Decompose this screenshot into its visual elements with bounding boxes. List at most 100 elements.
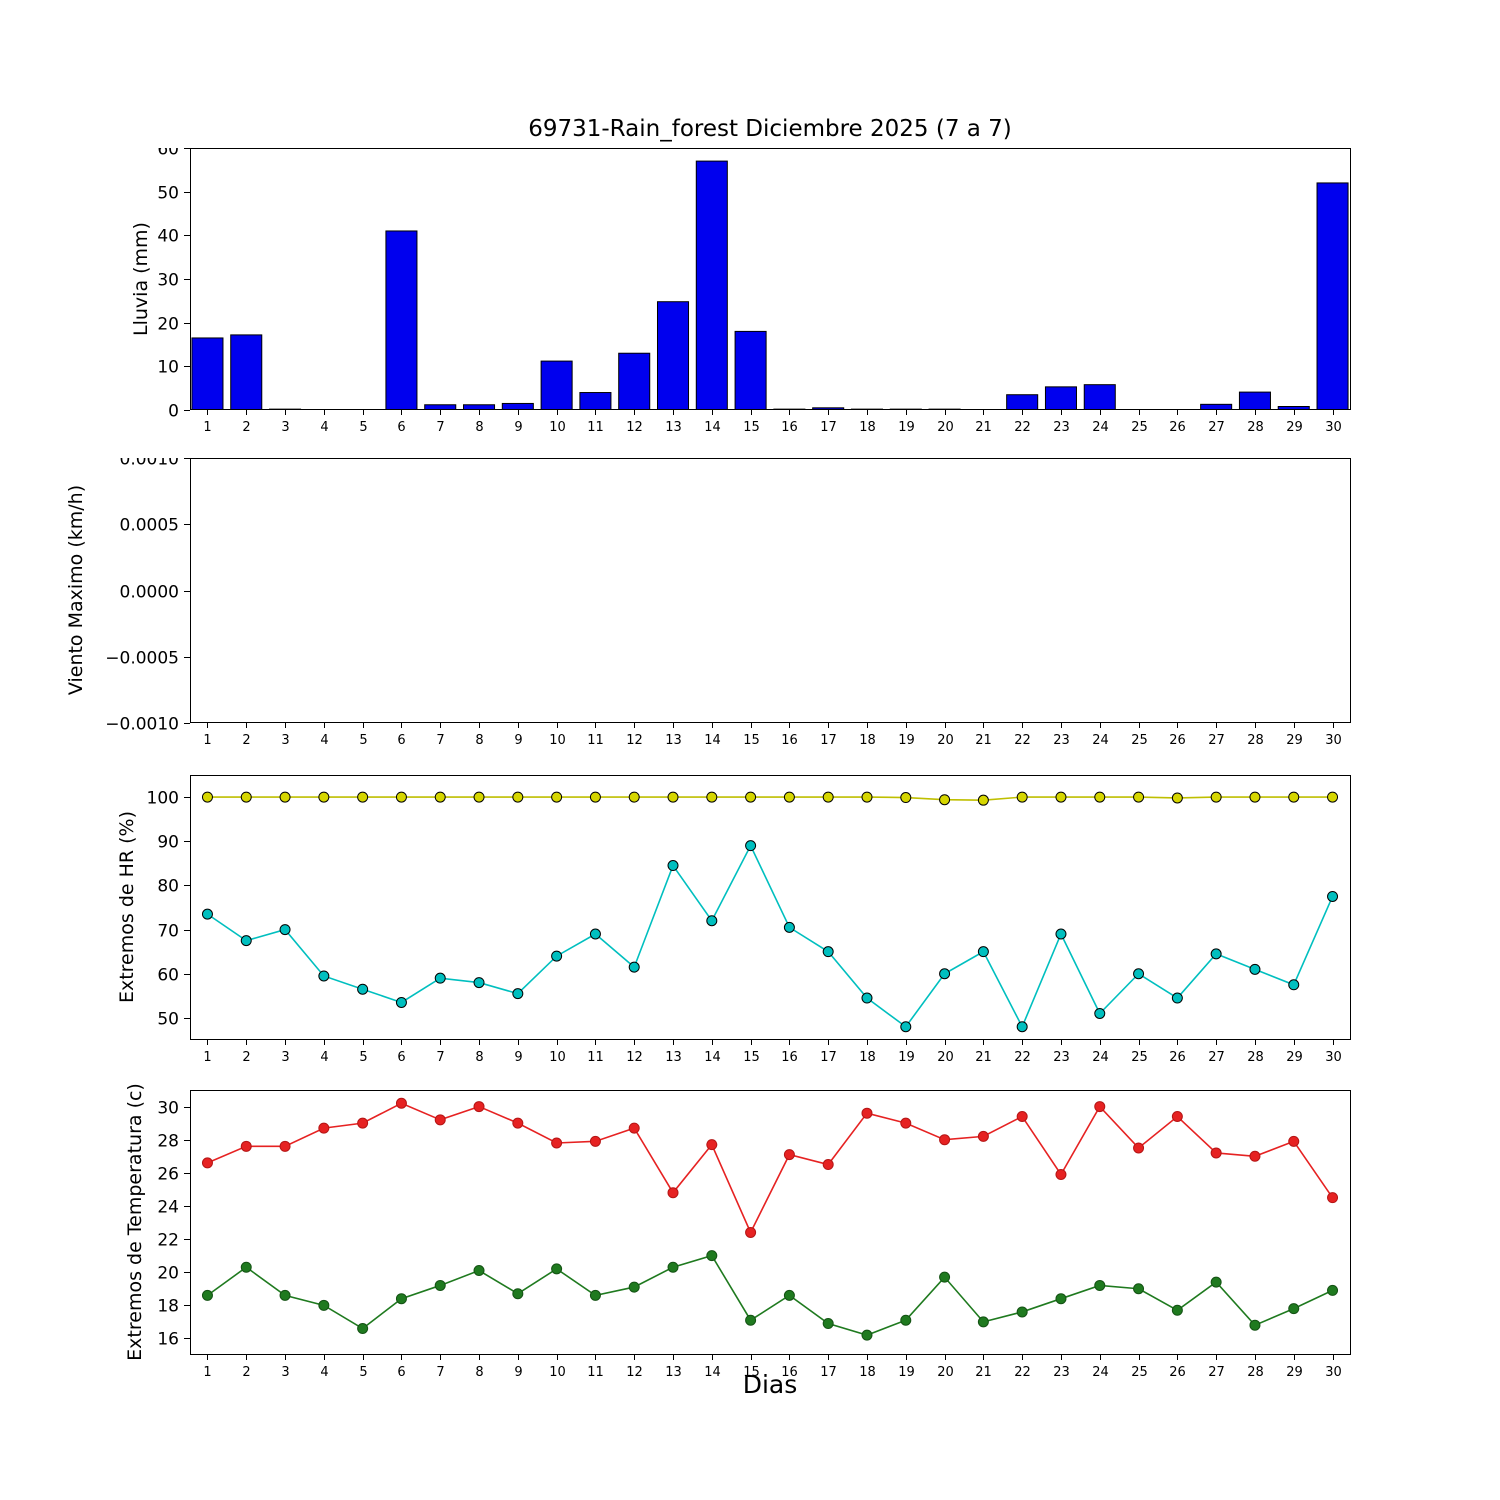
data-point-temperatura-minima-day-7 [434, 1279, 446, 1291]
data-point-hr-minima-day-18 [861, 992, 873, 1004]
data-point-hr-minima-day-21 [977, 946, 989, 958]
x-tick-label: 29 [1286, 420, 1303, 435]
x-tick-label: 23 [1053, 420, 1070, 435]
data-point-temperatura-minima-day-11 [589, 1289, 601, 1301]
x-tick-label: 28 [1247, 1365, 1264, 1380]
y-tick-label: 22 [157, 1231, 179, 1251]
data-point-hr-maxima-day-12 [628, 791, 640, 803]
x-tick-label: 5 [359, 733, 367, 748]
x-tick-label: 23 [1053, 1365, 1070, 1380]
x-tick-label: 25 [1131, 733, 1148, 748]
data-point-temperatura-minima-day-5 [357, 1323, 369, 1334]
data-point-hr-minima-day-23 [1055, 928, 1067, 940]
bar-day-15 [734, 330, 767, 410]
x-tick-label: 27 [1208, 1050, 1225, 1065]
x-tick-label: 9 [514, 1365, 522, 1380]
subplot-extremos-temperatura: Extremos de Temperatura (c) 16 18 20 22 24 26… [0, 1083, 1500, 1387]
x-tick-label: 30 [1325, 1050, 1342, 1065]
bar-day-1 [191, 337, 224, 410]
bar-day-8 [463, 404, 496, 411]
data-point-temperatura-maxima-day-23 [1055, 1168, 1067, 1180]
data-point-hr-minima-day-13 [667, 860, 679, 872]
bar-day-6 [385, 230, 418, 411]
x-tick-label: 9 [514, 733, 522, 748]
x-tick-label: 7 [436, 420, 444, 435]
x-tick-label: 21 [975, 1365, 992, 1380]
x-tick-label: 9 [514, 1050, 522, 1065]
x-tick-label: 23 [1053, 733, 1070, 748]
data-point-hr-maxima-day-26 [1171, 792, 1183, 804]
x-tick-label: 27 [1208, 1365, 1225, 1380]
x-tick-label: 25 [1131, 1050, 1148, 1065]
bar-day-29 [1277, 406, 1310, 410]
x-tick-label: 1 [203, 1365, 211, 1380]
x-tick-label: 2 [242, 420, 250, 435]
bar-day-11 [579, 392, 612, 411]
data-point-hr-minima-day-5 [357, 983, 369, 995]
x-tick-label: 16 [781, 733, 798, 748]
x-tick-label: 9 [514, 420, 522, 435]
data-point-temperatura-minima-day-17 [822, 1318, 834, 1330]
y-tick-label: 60 [157, 148, 179, 160]
plot-frame [190, 1090, 1351, 1355]
data-point-temperatura-maxima-day-6 [395, 1097, 407, 1109]
x-tick-label: 12 [626, 1365, 643, 1380]
x-tick-label: 24 [1092, 1050, 1109, 1065]
data-point-temperatura-minima-day-25 [1133, 1283, 1145, 1295]
y-tick-label: −0.0005 [105, 649, 179, 669]
bar-day-10 [540, 360, 573, 411]
x-tick-label: 6 [397, 733, 405, 748]
series-line-temperatura-minima [206, 1254, 1333, 1336]
data-point-temperatura-maxima-day-17 [822, 1159, 834, 1171]
x-tick-label: 10 [549, 1050, 566, 1065]
x-tick-label: 26 [1169, 1365, 1186, 1380]
x-tick-label: 5 [359, 1365, 367, 1380]
x-tick-label: 27 [1208, 420, 1225, 435]
data-point-temperatura-minima-day-29 [1288, 1303, 1300, 1315]
x-tick-label: 10 [549, 733, 566, 748]
x-tick-label: 29 [1286, 1050, 1303, 1065]
x-tick-label: 20 [937, 1365, 954, 1380]
x-tick-label: 19 [898, 420, 915, 435]
x-tick-label: 11 [587, 1365, 604, 1380]
data-point-temperatura-maxima-day-4 [318, 1122, 330, 1134]
data-point-hr-minima-day-15 [745, 840, 757, 852]
data-point-hr-minima-day-16 [783, 921, 795, 933]
x-tick-label: 10 [549, 420, 566, 435]
x-tick-label: 2 [242, 1050, 250, 1065]
data-point-hr-maxima-day-1 [201, 791, 213, 803]
data-point-hr-maxima-day-24 [1094, 791, 1106, 803]
x-tick-label: 25 [1131, 1365, 1148, 1380]
x-tick-label: 6 [397, 1365, 405, 1380]
x-tick-label: 14 [704, 1365, 721, 1380]
series-line-hr-maxima [207, 796, 1333, 801]
x-tick-label: 23 [1053, 1050, 1070, 1065]
data-point-temperatura-maxima-day-27 [1210, 1147, 1222, 1159]
y-tick-label: 16 [157, 1330, 179, 1350]
y-tick-label: 70 [157, 922, 179, 942]
data-point-temperatura-maxima-day-2 [240, 1140, 252, 1152]
data-point-temperatura-minima-day-22 [1016, 1306, 1028, 1318]
data-point-hr-minima-day-3 [279, 924, 291, 936]
x-tick-label: 5 [359, 1050, 367, 1065]
x-tick-label: 4 [320, 733, 328, 748]
data-point-temperatura-minima-day-24 [1094, 1279, 1106, 1291]
x-tick-label: 30 [1325, 420, 1342, 435]
x-tick-label: 13 [665, 733, 682, 748]
x-tick-label: 3 [281, 1365, 289, 1380]
data-point-temperatura-maxima-day-29 [1288, 1135, 1300, 1147]
data-point-hr-maxima-day-17 [822, 791, 834, 803]
data-point-hr-maxima-day-2 [240, 791, 252, 803]
data-point-temperatura-maxima-day-9 [512, 1117, 524, 1129]
x-tick-label: 22 [1014, 420, 1031, 435]
y-tick-label: −0.0010 [105, 715, 179, 735]
data-point-hr-minima-day-20 [939, 968, 951, 980]
data-point-temperatura-maxima-day-10 [551, 1137, 563, 1149]
data-point-temperatura-maxima-day-26 [1171, 1111, 1183, 1122]
x-tick-label: 17 [820, 733, 837, 748]
data-point-temperatura-maxima-day-30 [1327, 1192, 1339, 1204]
y-tick-label: 40 [157, 227, 179, 247]
x-tick-label: 25 [1131, 420, 1148, 435]
x-tick-label: 6 [397, 1050, 405, 1065]
